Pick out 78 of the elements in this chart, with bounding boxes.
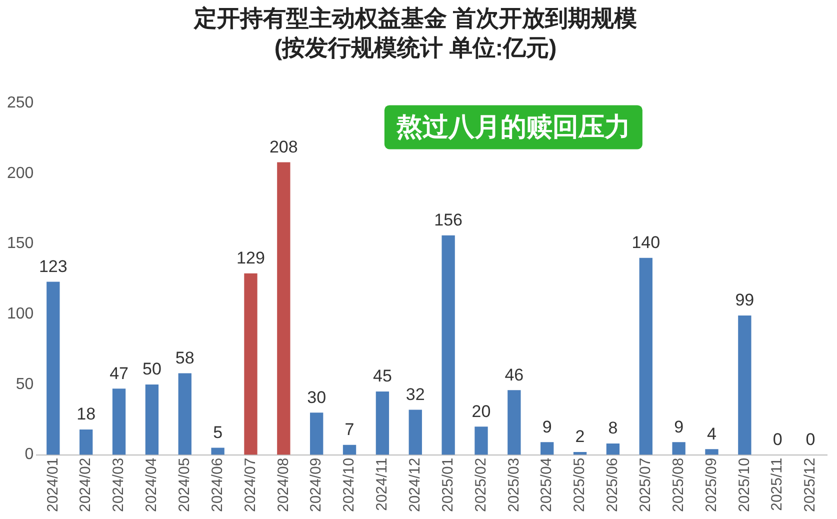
data-label: 8	[608, 418, 618, 438]
data-label: 9	[674, 417, 684, 436]
x-tick-label: 2024/06	[208, 458, 226, 512]
y-tick-label: 250	[6, 94, 34, 112]
x-tick-label: 2024/04	[143, 458, 160, 512]
data-label: 0	[772, 430, 782, 449]
x-tick-label: 2025/07	[637, 458, 654, 512]
x-tick-label: 2024/02	[77, 458, 94, 512]
x-tick-label: 2025/03	[505, 458, 522, 512]
bar	[540, 442, 554, 455]
y-tick-label: 200	[6, 164, 34, 182]
data-label: 140	[632, 233, 660, 252]
x-tick-label: 2025/11	[768, 458, 786, 511]
annotation: 熬过八月的赎回压力	[395, 111, 630, 142]
bar	[376, 391, 390, 455]
bar	[606, 444, 620, 455]
bar	[112, 388, 126, 455]
data-label: 99	[735, 290, 754, 310]
x-tick-label: 2024/08	[274, 458, 292, 512]
bar	[244, 273, 258, 455]
bar	[508, 390, 521, 455]
data-label: 129	[236, 248, 265, 268]
bar	[211, 448, 224, 455]
data-label: 5	[213, 422, 223, 442]
x-tick-label: 2024/10	[340, 458, 358, 512]
data-label: 30	[307, 388, 326, 407]
bar	[474, 426, 488, 455]
x-tick-label: 2024/05	[176, 458, 194, 512]
data-label: 50	[142, 360, 162, 379]
x-tick-label: 2024/07	[242, 458, 259, 512]
data-label: 4	[707, 424, 716, 444]
x-tick-label: 2024/11	[374, 458, 391, 511]
data-label: 46	[504, 365, 524, 384]
data-label: 2	[575, 427, 585, 446]
x-tick-label: 2025/02	[472, 458, 490, 512]
x-tick-label: 2024/09	[308, 458, 325, 512]
bar	[80, 429, 93, 455]
bar	[178, 373, 192, 455]
chart-subtitle: (按发行规模统计 单位:亿元)	[274, 34, 557, 61]
y-tick-label: 100	[6, 306, 34, 323]
x-tick-label: 2024/12	[406, 458, 424, 512]
bar	[310, 412, 324, 455]
bar	[738, 316, 752, 455]
x-tick-label: 2024/01	[44, 458, 62, 512]
bar	[705, 449, 718, 455]
data-label: 20	[472, 402, 491, 421]
data-label: 47	[110, 364, 128, 383]
data-label: 208	[269, 137, 298, 156]
bar	[46, 282, 60, 455]
data-label: 123	[38, 256, 68, 276]
x-tick-label: 2025/01	[439, 458, 456, 512]
bar	[342, 444, 356, 455]
data-label: 32	[406, 384, 425, 404]
y-tick-label: 50	[16, 376, 34, 393]
bar	[639, 258, 652, 455]
data-label: 58	[175, 348, 194, 368]
x-tick-label: 2025/12	[802, 458, 819, 512]
data-label: 45	[372, 366, 392, 386]
bar	[442, 235, 455, 455]
x-tick-label: 2025/06	[604, 458, 622, 512]
y-tick-label: 0	[24, 446, 34, 464]
bar	[277, 162, 290, 455]
x-tick-label: 2025/05	[571, 458, 588, 512]
data-label: 0	[806, 430, 816, 449]
y-tick-label: 150	[6, 235, 34, 252]
data-label: 7	[344, 420, 354, 440]
bar	[145, 384, 159, 455]
data-label: 18	[76, 404, 96, 424]
bar	[408, 410, 422, 455]
x-tick-label: 2025/08	[670, 458, 687, 512]
data-label: 9	[542, 417, 552, 436]
chart-title: 定开持有型主动权益基金 首次开放到期规模	[192, 5, 638, 32]
x-tick-label: 2024/03	[110, 458, 128, 512]
bar	[672, 442, 686, 455]
x-tick-label: 2025/09	[702, 458, 720, 512]
x-tick-label: 2025/10	[736, 458, 753, 512]
x-tick-label: 2025/04	[538, 458, 556, 512]
data-label: 156	[434, 210, 462, 230]
